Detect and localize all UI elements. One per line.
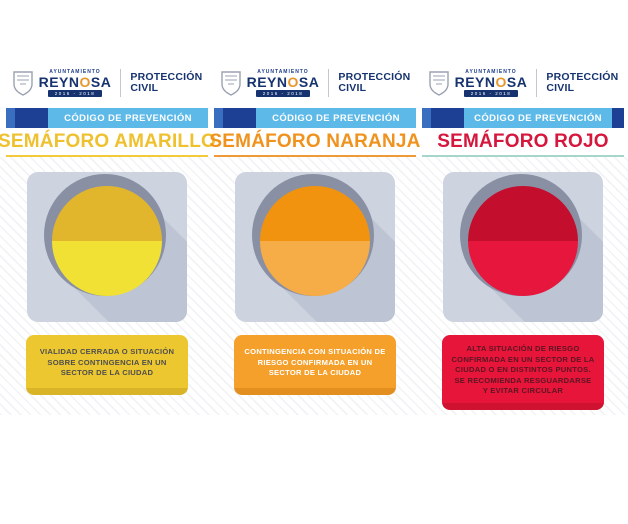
reynosa-crest-icon [12, 69, 34, 97]
banner-segment-medium [214, 108, 223, 128]
reynosa-wordmark: REYNOSA [246, 73, 320, 90]
ayuntamiento-label: AYUNTAMIENTO [465, 68, 517, 75]
description-box-rojo: ALTA SITUACIÓN DE RIESGO CONFIRMADA EN U… [442, 335, 604, 410]
traffic-light-yellow [27, 172, 187, 322]
banner-segment-navy [15, 108, 48, 128]
orange-lens [260, 186, 370, 296]
traffic-light-red [443, 172, 603, 322]
reynosa-crest-icon [428, 69, 450, 97]
banner-label: CÓDIGO DE PREVENCIÓN [256, 108, 416, 128]
banner-label: CÓDIGO DE PREVENCIÓN [48, 108, 208, 128]
panel-semaforo-naranja: AYUNTAMIENTO REYNOSA 2016 - 2018 PROTECC… [209, 55, 420, 410]
description-box-amarillo: VIALIDAD CERRADA O SITUACIÓN SOBRE CONTI… [26, 335, 188, 395]
banner-segment-medium [422, 108, 431, 128]
administration-period: 2016 - 2018 [463, 89, 519, 97]
panel-title-amarillo: SEMÁFORO AMARILLO [0, 131, 217, 152]
reynosa-wordmark: REYNOSA [454, 73, 528, 90]
banner-segment-medium [6, 108, 15, 128]
title-underline [214, 155, 416, 157]
brand-header: AYUNTAMIENTO REYNOSA 2016 - 2018 PROTECC… [428, 64, 619, 101]
reynosa-crest-icon [220, 69, 242, 97]
reynosa-logo-text: AYUNTAMIENTO REYNOSA 2016 - 2018 [455, 69, 528, 97]
reynosa-wordmark: REYNOSA [38, 73, 112, 90]
code-banner: CÓDIGO DE PREVENCIÓN [214, 108, 416, 128]
description-text: ALTA SITUACIÓN DE RIESGO CONFIRMADA EN U… [451, 344, 595, 395]
proteccion-civil-label: PROTECCIÓN CIVIL [546, 70, 619, 94]
ayuntamiento-label: AYUNTAMIENTO [257, 68, 309, 75]
description-box-naranja: CONTINGENCIA CON SITUACIÓN DE RIESGO CON… [234, 335, 396, 395]
brand-divider [328, 68, 330, 97]
banner-segment-navy [223, 108, 256, 128]
red-lens [468, 186, 578, 296]
panels-row: AYUNTAMIENTO REYNOSA 2016 - 2018 PROTECC… [0, 55, 624, 410]
yellow-lens [52, 186, 162, 296]
code-banner: CÓDIGO DE PREVENCIÓN [6, 108, 208, 128]
title-underline [422, 155, 624, 157]
banner-segment-navy-end [612, 108, 624, 128]
panel-semaforo-rojo: AYUNTAMIENTO REYNOSA 2016 - 2018 PROTECC… [422, 55, 624, 410]
panel-title-rojo: SEMÁFORO ROJO [437, 131, 609, 152]
code-banner: CÓDIGO DE PREVENCIÓN [422, 108, 624, 128]
administration-period: 2016 - 2018 [47, 89, 103, 97]
brand-divider [120, 68, 122, 97]
administration-period: 2016 - 2018 [255, 89, 311, 97]
description-text: VIALIDAD CERRADA O SITUACIÓN SOBRE CONTI… [39, 347, 175, 378]
traffic-light-orange [235, 172, 395, 322]
panel-title-naranja: SEMÁFORO NARANJA [209, 131, 421, 152]
banner-label: CÓDIGO DE PREVENCIÓN [464, 108, 612, 128]
reynosa-logo-text: AYUNTAMIENTO REYNOSA 2016 - 2018 [247, 69, 320, 97]
proteccion-civil-label: PROTECCIÓN CIVIL [130, 70, 203, 94]
brand-header: AYUNTAMIENTO REYNOSA 2016 - 2018 PROTECC… [220, 64, 411, 101]
ayuntamiento-label: AYUNTAMIENTO [49, 68, 101, 75]
description-text: CONTINGENCIA CON SITUACIÓN DE RIESGO CON… [244, 347, 386, 378]
proteccion-civil-label: PROTECCIÓN CIVIL [338, 70, 411, 94]
brand-header: AYUNTAMIENTO REYNOSA 2016 - 2018 PROTECC… [12, 64, 203, 101]
title-underline [6, 155, 208, 157]
panel-semaforo-amarillo: AYUNTAMIENTO REYNOSA 2016 - 2018 PROTECC… [0, 55, 216, 410]
reynosa-logo-text: AYUNTAMIENTO REYNOSA 2016 - 2018 [39, 69, 112, 97]
brand-divider [536, 68, 538, 97]
banner-segment-navy [431, 108, 464, 128]
